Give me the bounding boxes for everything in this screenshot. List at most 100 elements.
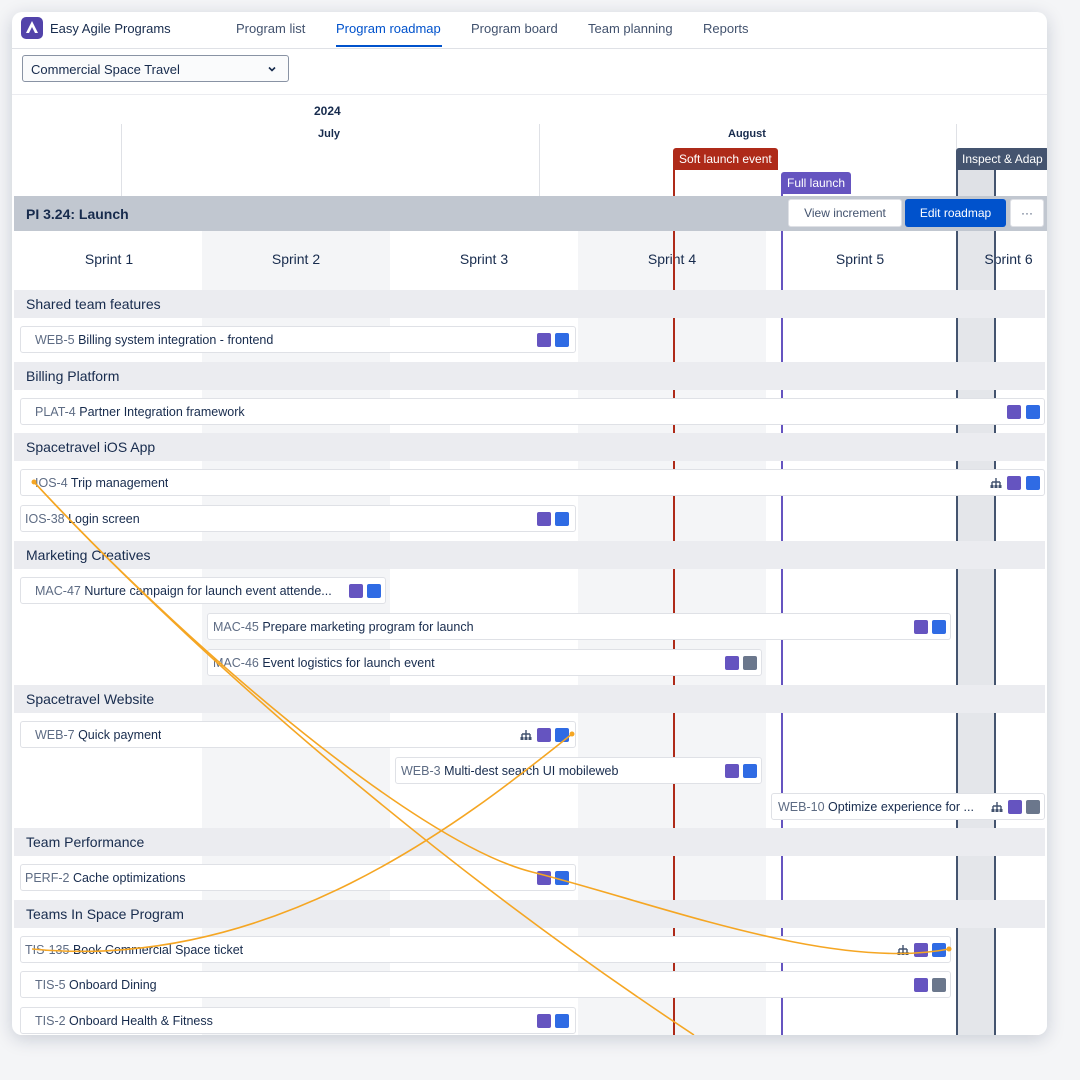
feature-card[interactable]: WEB-7 Quick payment — [20, 721, 576, 748]
active-tab-indicator — [336, 45, 442, 47]
status-icon — [1026, 476, 1040, 490]
feature-label: TIS-135 Book Commercial Space ticket — [25, 943, 244, 957]
feature-label: MAC-47 Nurture campaign for launch event… — [35, 584, 332, 598]
status-icon — [555, 1014, 569, 1028]
inspect-adapt-line — [994, 231, 996, 1035]
nav-reports[interactable]: Reports — [703, 21, 749, 36]
status-icon — [932, 620, 946, 634]
feature-card[interactable]: TIS-135 Book Commercial Space ticket — [20, 936, 951, 963]
team-row: Spacetravel iOS App — [14, 433, 1045, 461]
team-row: Shared team features — [14, 290, 1045, 318]
feature-label: IOS-38 Login screen — [25, 512, 140, 526]
marker-full-launch[interactable]: Full launch — [781, 172, 852, 194]
feature-label: TIS-5 Onboard Dining — [35, 978, 157, 992]
bolt-icon — [1007, 405, 1021, 419]
team-name: Spacetravel iOS App — [26, 439, 156, 455]
feature-card[interactable]: MAC-46 Event logistics for launch event — [207, 649, 762, 676]
feature-card[interactable]: WEB-5 Billing system integration - front… — [20, 326, 576, 353]
status-icon — [1026, 405, 1040, 419]
bolt-icon — [1007, 476, 1021, 490]
increment-header: PI 3.24: Launch View increment Edit road… — [14, 196, 1047, 231]
bolt-icon — [537, 333, 551, 347]
feature-label: MAC-45 Prepare marketing program for lau… — [213, 620, 474, 634]
bolt-icon — [537, 512, 551, 526]
feature-label: MAC-46 Event logistics for launch event — [213, 656, 435, 670]
inspect-adapt-band — [956, 170, 996, 196]
team-name: Teams In Space Program — [26, 906, 184, 922]
increment-title: PI 3.24: Launch — [26, 206, 129, 222]
program-select-value: Commercial Space Travel — [31, 62, 180, 77]
marker-line — [956, 170, 958, 196]
month-label-august: August — [728, 128, 766, 140]
sprint-label: Sprint 5 — [835, 251, 885, 267]
feature-card[interactable]: PERF-2 Cache optimizations — [20, 864, 576, 891]
marker-inspect-adapt[interactable]: Inspect & Adap — [956, 148, 1047, 170]
feature-label: TIS-2 Onboard Health & Fitness — [35, 1014, 213, 1028]
team-name: Marketing Creatives — [26, 547, 151, 563]
feature-card[interactable]: TIS-5 Onboard Dining — [20, 971, 951, 998]
feature-card[interactable]: IOS-38 Login screen — [20, 505, 576, 532]
team-name: Spacetravel Website — [26, 691, 155, 707]
status-icon — [932, 978, 946, 992]
hierarchy-icon — [991, 802, 1003, 812]
team-name: Billing Platform — [26, 368, 120, 384]
feature-label: WEB-10 Optimize experience for ... — [778, 800, 974, 814]
marker-soft-launch-event[interactable]: Soft launch event — [673, 148, 778, 170]
feature-card[interactable]: TIS-2 Onboard Health & Fitness — [20, 1007, 576, 1034]
feature-card[interactable]: PLAT-4 Partner Integration framework — [20, 398, 1045, 425]
nav-program-board[interactable]: Program board — [471, 21, 558, 36]
feature-card[interactable]: WEB-3 Multi-dest search UI mobileweb — [395, 757, 762, 784]
status-icon — [555, 871, 569, 885]
hierarchy-icon — [897, 945, 909, 955]
bolt-icon — [537, 871, 551, 885]
timeline-year: 2024 — [314, 104, 341, 118]
sprint-label: Sprint 4 — [647, 251, 697, 267]
bolt-icon — [537, 1014, 551, 1028]
edit-roadmap-button[interactable]: Edit roadmap — [905, 199, 1006, 227]
app-title: Easy Agile Programs — [50, 21, 171, 36]
bolt-icon — [349, 584, 363, 598]
more-actions-button[interactable]: ··· — [1010, 199, 1044, 227]
status-icon — [367, 584, 381, 598]
team-row: Marketing Creatives — [14, 541, 1045, 569]
inspect-adapt-line — [956, 231, 958, 1035]
feature-label: PLAT-4 Partner Integration framework — [35, 405, 245, 419]
team-name: Shared team features — [26, 296, 161, 312]
nav-program-list[interactable]: Program list — [236, 21, 306, 36]
sprint-label: Sprint 1 — [84, 251, 134, 267]
month-label-july: July — [318, 128, 341, 140]
bolt-icon — [1008, 800, 1022, 814]
bolt-icon — [725, 656, 739, 670]
team-row: Spacetravel Website — [14, 685, 1045, 713]
feature-label: WEB-7 Quick payment — [35, 728, 162, 742]
feature-card[interactable]: WEB-10 Optimize experience for ... — [771, 793, 1045, 820]
sprint-label: Sprint 3 — [459, 251, 509, 267]
easy-agile-logo-icon — [21, 17, 43, 39]
status-icon — [743, 764, 757, 778]
feature-label: IOS-4 Trip management — [35, 476, 169, 490]
nav-team-planning[interactable]: Team planning — [588, 21, 673, 36]
team-row: Teams In Space Program — [14, 900, 1045, 928]
status-icon — [932, 943, 946, 957]
marker-line — [781, 194, 783, 196]
month-divider — [121, 124, 122, 196]
feature-card[interactable]: IOS-4 Trip management — [20, 469, 1045, 496]
bolt-icon — [914, 620, 928, 634]
feature-card[interactable]: MAC-45 Prepare marketing program for lau… — [207, 613, 951, 640]
nav-program-roadmap[interactable]: Program roadmap — [336, 21, 441, 36]
status-icon — [555, 728, 569, 742]
marker-line — [673, 170, 675, 196]
sprint-label: Sprint 6 — [984, 251, 1033, 267]
hierarchy-icon — [990, 478, 1002, 488]
program-select[interactable]: Commercial Space Travel — [22, 55, 289, 82]
top-navigation-bar: Easy Agile Programs Program list Program… — [12, 12, 1047, 49]
feature-label: WEB-5 Billing system integration - front… — [35, 333, 274, 347]
feature-card[interactable]: MAC-47 Nurture campaign for launch event… — [20, 577, 386, 604]
team-name: Team Performance — [26, 834, 145, 850]
status-icon — [743, 656, 757, 670]
month-divider — [539, 124, 540, 196]
view-increment-button[interactable]: View increment — [788, 199, 902, 227]
feature-label: PERF-2 Cache optimizations — [25, 871, 186, 885]
status-icon — [1026, 800, 1040, 814]
team-row: Billing Platform — [14, 362, 1045, 390]
